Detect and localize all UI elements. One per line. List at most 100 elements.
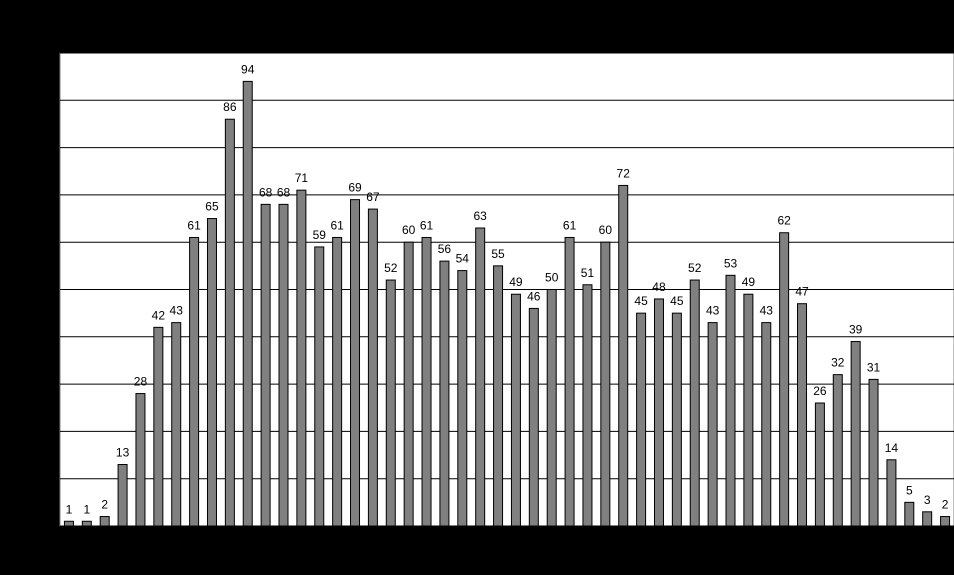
data-label: 94 (241, 62, 255, 76)
bar (743, 293, 754, 527)
data-label: 60 (402, 223, 416, 237)
bar (510, 293, 521, 527)
bar (922, 511, 933, 527)
bar (832, 374, 843, 527)
data-label: 52 (384, 261, 398, 275)
data-label: 54 (456, 252, 470, 266)
bar (457, 270, 468, 527)
bar (242, 80, 253, 527)
data-label: 39 (849, 323, 863, 337)
data-label: 43 (760, 304, 774, 318)
data-label: 43 (170, 304, 184, 318)
bar (940, 516, 951, 527)
bar (296, 189, 307, 527)
bar (528, 307, 539, 527)
bar (189, 236, 200, 527)
data-label: 14 (885, 441, 899, 455)
data-label: 61 (330, 218, 344, 232)
bar (153, 326, 164, 527)
bar (439, 260, 450, 527)
data-label: 52 (688, 261, 702, 275)
bar (385, 279, 396, 527)
data-label: 32 (831, 356, 845, 370)
bar (260, 203, 271, 527)
data-label: 49 (742, 275, 756, 289)
bar (117, 464, 128, 527)
bar (206, 218, 217, 527)
bar (671, 312, 682, 527)
data-label: 68 (277, 185, 291, 199)
bar (653, 298, 664, 527)
data-label: 55 (491, 247, 505, 261)
bar (81, 520, 92, 527)
data-label: 31 (867, 360, 881, 374)
bar (868, 378, 879, 527)
data-label: 86 (223, 100, 237, 114)
data-label: 45 (670, 294, 684, 308)
bar (600, 241, 611, 527)
bar (546, 289, 557, 527)
bar (814, 402, 825, 527)
bar (421, 236, 432, 527)
data-label: 1 (83, 502, 90, 516)
bar (886, 459, 897, 527)
data-label: 59 (313, 228, 327, 242)
bar (332, 236, 343, 527)
data-label: 47 (795, 285, 809, 299)
bar (63, 520, 74, 527)
bar (582, 284, 593, 527)
data-label: 61 (420, 218, 434, 232)
bar (278, 203, 289, 527)
bar (707, 322, 718, 527)
data-label: 60 (599, 223, 613, 237)
bar (475, 227, 486, 527)
bar (761, 322, 772, 527)
data-label: 72 (617, 166, 631, 180)
bar (636, 312, 647, 527)
data-label: 61 (187, 218, 201, 232)
data-label: 3 (924, 493, 931, 507)
data-label: 71 (295, 171, 309, 185)
bar (689, 279, 700, 527)
data-label: 69 (348, 181, 362, 195)
data-label: 56 (438, 242, 452, 256)
data-label: 45 (634, 294, 648, 308)
bar (904, 501, 915, 527)
data-label: 63 (474, 209, 488, 223)
data-label: 67 (366, 190, 380, 204)
bar (367, 208, 378, 527)
bar (850, 341, 861, 527)
data-label: 49 (509, 275, 523, 289)
bar (403, 241, 414, 527)
data-label: 1 (66, 502, 73, 516)
data-label: 51 (581, 266, 595, 280)
bar (314, 246, 325, 527)
data-label: 13 (116, 446, 130, 460)
data-label: 28 (134, 375, 148, 389)
data-label: 53 (724, 256, 738, 270)
data-label: 68 (259, 185, 273, 199)
bar (171, 322, 182, 527)
data-label: 65 (205, 200, 219, 214)
bar (618, 184, 629, 527)
data-label: 43 (706, 304, 720, 318)
data-label: 50 (545, 271, 559, 285)
data-label: 61 (563, 218, 577, 232)
bar (564, 236, 575, 527)
bar (99, 516, 110, 527)
data-label: 2 (101, 498, 108, 512)
bar (725, 274, 736, 527)
data-label: 5 (906, 483, 913, 497)
data-label: 26 (813, 384, 827, 398)
bar (224, 118, 235, 527)
data-label: 2 (942, 498, 949, 512)
data-label: 62 (777, 214, 791, 228)
bar (493, 265, 504, 527)
bar (350, 199, 361, 527)
data-label: 46 (527, 289, 541, 303)
bar (797, 303, 808, 527)
data-label: 48 (652, 280, 666, 294)
bar (135, 393, 146, 527)
